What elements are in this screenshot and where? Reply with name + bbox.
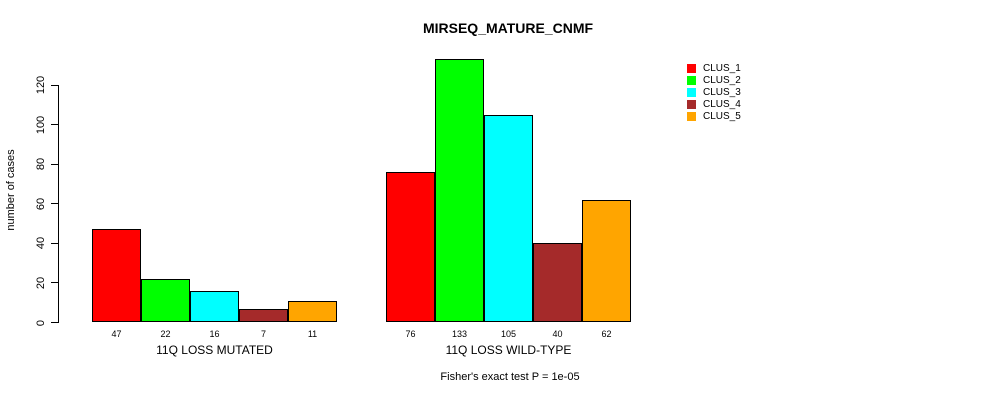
bar-clus_2-wild-type: [435, 59, 484, 323]
y-axis-tick: [51, 84, 58, 86]
legend-item-clus_4: CLUS_4: [687, 98, 741, 110]
legend-label: CLUS_5: [703, 110, 741, 122]
y-axis-tick-label: 80: [35, 158, 47, 171]
bar-value-label: 76: [405, 329, 416, 339]
y-axis-tick: [51, 163, 58, 165]
bar-value-label: 62: [601, 329, 612, 339]
legend-item-clus_3: CLUS_3: [687, 86, 741, 98]
y-axis-tick-label: 120: [35, 75, 47, 95]
chart-title: MIRSEQ_MATURE_CNMF: [422, 20, 594, 36]
y-axis-tick-label: 0: [35, 319, 47, 326]
bar-clus_4-mutated: [239, 308, 288, 323]
x-category-label: 11Q LOSS WILD-TYPE: [445, 343, 572, 357]
legend: CLUS_1 CLUS_2 CLUS_3 CLUS_4 CLUS_5: [687, 62, 741, 122]
y-axis-tick: [51, 282, 58, 284]
legend-label: CLUS_4: [703, 98, 741, 110]
legend-label: CLUS_3: [703, 86, 741, 98]
bar-clus_2-mutated: [141, 278, 190, 323]
legend-swatch-icon: [687, 75, 696, 85]
bar-value-label: 7: [260, 329, 267, 339]
y-axis-tick-label: 40: [35, 237, 47, 250]
y-axis-tick-label: 100: [35, 115, 47, 134]
bar-value-label: 105: [500, 329, 517, 339]
legend-swatch-icon: [687, 87, 696, 97]
legend-item-clus_5: CLUS_5: [687, 110, 741, 122]
bar-clus_5-mutated: [288, 300, 337, 323]
bar-clus_5-wild-type: [582, 199, 631, 323]
bar-clus_1-mutated: [92, 229, 141, 323]
x-category-label: 11Q LOSS MUTATED: [156, 343, 273, 357]
bar-value-label: 11: [307, 329, 318, 339]
y-axis-tick-label: 20: [35, 276, 47, 290]
legend-label: CLUS_1: [703, 62, 741, 74]
y-axis-label: number of cases: [5, 149, 17, 231]
legend-swatch-icon: [687, 111, 696, 121]
bar-clus_1-wild-type: [386, 172, 435, 323]
bar-clus_3-mutated: [190, 290, 239, 323]
legend-label: CLUS_2: [703, 74, 741, 86]
bar-clus_4-wild-type: [533, 243, 582, 323]
bar-value-label: 22: [160, 329, 171, 339]
legend-item-clus_2: CLUS_2: [687, 74, 741, 86]
bar-value-label: 133: [451, 329, 468, 339]
y-axis-line: [58, 85, 59, 323]
fisher-test-annotation: Fisher's exact test P = 1e-05: [440, 371, 580, 383]
bar-value-label: 16: [209, 329, 220, 339]
y-axis-tick: [51, 322, 58, 323]
legend-item-clus_1: CLUS_1: [687, 62, 741, 74]
y-axis-tick: [51, 203, 58, 205]
legend-swatch-icon: [687, 63, 696, 73]
y-axis-tick-label: 60: [35, 197, 47, 210]
bar-clus_3-wild-type: [484, 114, 533, 323]
bar-value-label: 47: [111, 329, 122, 339]
y-axis-tick: [51, 124, 58, 126]
bar-value-label: 40: [552, 329, 563, 339]
y-axis-tick: [51, 242, 58, 244]
legend-swatch-icon: [687, 99, 696, 109]
